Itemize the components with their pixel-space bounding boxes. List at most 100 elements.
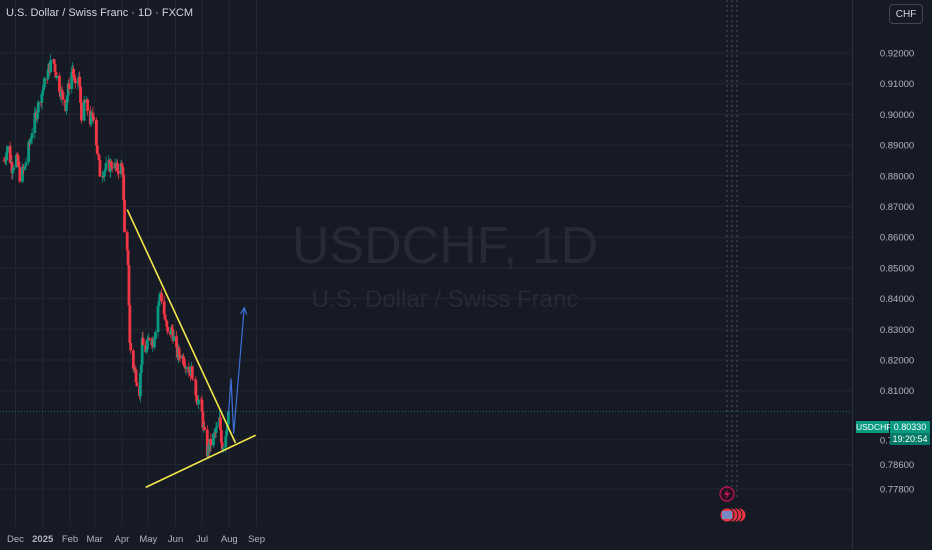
candle-body[interactable] [109, 161, 113, 168]
candle-body[interactable] [89, 113, 93, 125]
candle-body[interactable] [95, 120, 98, 146]
candle-body[interactable] [78, 76, 82, 87]
candle-body[interactable] [17, 165, 21, 168]
candle-body[interactable] [140, 337, 144, 365]
candle-body[interactable] [11, 169, 15, 173]
candle-body[interactable] [76, 81, 80, 84]
candle-body[interactable] [193, 378, 197, 381]
candle-body[interactable] [70, 72, 74, 89]
candle-body[interactable] [60, 89, 64, 93]
candle-body[interactable] [190, 366, 194, 379]
candle-body[interactable] [205, 429, 209, 457]
candle-body[interactable] [91, 112, 95, 118]
candle-body[interactable] [201, 411, 205, 428]
descending-trendline[interactable] [126, 209, 237, 444]
candle-body[interactable] [65, 95, 69, 103]
candle-body[interactable] [12, 167, 16, 170]
event-markers[interactable] [719, 486, 747, 523]
candle-body[interactable] [134, 370, 138, 383]
candle-body[interactable] [96, 153, 100, 156]
candle-body[interactable] [119, 163, 123, 174]
candle-body[interactable] [110, 167, 114, 169]
candle-body[interactable] [46, 69, 50, 80]
candle-body[interactable] [178, 355, 182, 359]
candles[interactable] [2, 54, 230, 460]
candle-body[interactable] [92, 117, 96, 121]
candle-body[interactable] [22, 167, 26, 170]
candle-body[interactable] [157, 301, 161, 306]
candle-body[interactable] [131, 350, 135, 369]
candle-body[interactable] [163, 314, 167, 320]
candle-body[interactable] [175, 336, 178, 348]
candle-body[interactable] [16, 155, 20, 166]
candle-body[interactable] [52, 59, 56, 64]
candle-body[interactable] [4, 160, 8, 162]
candle-body[interactable] [30, 132, 34, 138]
candle-body[interactable] [160, 292, 163, 302]
candle-body[interactable] [66, 83, 70, 96]
candle-body[interactable] [40, 93, 44, 103]
candle-body[interactable] [27, 141, 31, 163]
candle-body[interactable] [58, 75, 61, 93]
candle-body[interactable] [117, 171, 120, 174]
candle-body[interactable] [171, 329, 175, 341]
candle-body[interactable] [219, 417, 222, 431]
candle-body[interactable] [126, 250, 130, 266]
candle-body[interactable] [97, 155, 101, 161]
candle-body[interactable] [42, 87, 45, 91]
candle-body[interactable] [86, 99, 89, 112]
trendlines[interactable] [126, 209, 257, 489]
candle-body[interactable] [84, 101, 88, 103]
candle-body[interactable] [125, 232, 129, 251]
candle-body[interactable] [61, 92, 65, 100]
candle-body[interactable] [146, 339, 149, 349]
candle-body[interactable] [59, 89, 63, 97]
candle-body[interactable] [144, 344, 148, 353]
candle-body[interactable] [73, 76, 76, 79]
candle-body[interactable] [206, 445, 210, 457]
candle-body[interactable] [212, 433, 215, 446]
candle-body[interactable] [169, 327, 173, 335]
candle-body[interactable] [102, 171, 106, 177]
candle-body[interactable] [145, 348, 148, 353]
candle-body[interactable] [158, 294, 162, 302]
candle-body[interactable] [53, 63, 57, 73]
candle-body[interactable] [29, 139, 32, 144]
candle-body[interactable] [103, 169, 107, 172]
candle-body[interactable] [65, 102, 68, 111]
candle-body[interactable] [72, 68, 75, 77]
candle-body[interactable] [187, 367, 191, 373]
candle-body[interactable] [14, 155, 18, 168]
candle-body[interactable] [10, 162, 14, 173]
candle-body[interactable] [220, 442, 224, 450]
candle-body[interactable] [6, 145, 9, 153]
projection-path[interactable] [227, 307, 245, 434]
candle-body[interactable] [183, 364, 186, 366]
y-axis[interactable]: 0.92000 0.91000 0.90000 0.89000 0.88000 0.870… [852, 0, 932, 550]
candle-body[interactable] [224, 435, 228, 448]
ascending-trendline[interactable] [145, 434, 257, 489]
candle-body[interactable] [67, 83, 71, 89]
candle-body[interactable] [127, 265, 131, 306]
candle-body[interactable] [213, 432, 217, 434]
x-axis[interactable]: Dec 2025 Feb Mar Apr May Jun Jul Aug Sep [7, 534, 265, 545]
candle-body[interactable] [166, 326, 170, 332]
candle-body[interactable] [55, 75, 59, 78]
candle-body[interactable] [203, 427, 207, 430]
candle-body[interactable] [221, 447, 225, 450]
candle-body[interactable] [133, 368, 137, 371]
candle-body[interactable] [172, 336, 176, 341]
candle-body[interactable] [24, 162, 28, 167]
currency-button[interactable]: CHF [889, 4, 923, 24]
candle-body[interactable] [29, 137, 33, 140]
candle-body[interactable] [79, 86, 82, 103]
candle-body[interactable] [135, 382, 139, 387]
candle-body[interactable] [36, 101, 40, 113]
candle-body[interactable] [18, 167, 22, 182]
candle-body[interactable] [225, 430, 229, 436]
candle-body[interactable] [197, 399, 200, 405]
candle-body[interactable] [153, 339, 156, 348]
candle-body[interactable] [129, 343, 133, 351]
candle-body[interactable] [98, 160, 102, 177]
candle-body[interactable] [177, 348, 181, 356]
